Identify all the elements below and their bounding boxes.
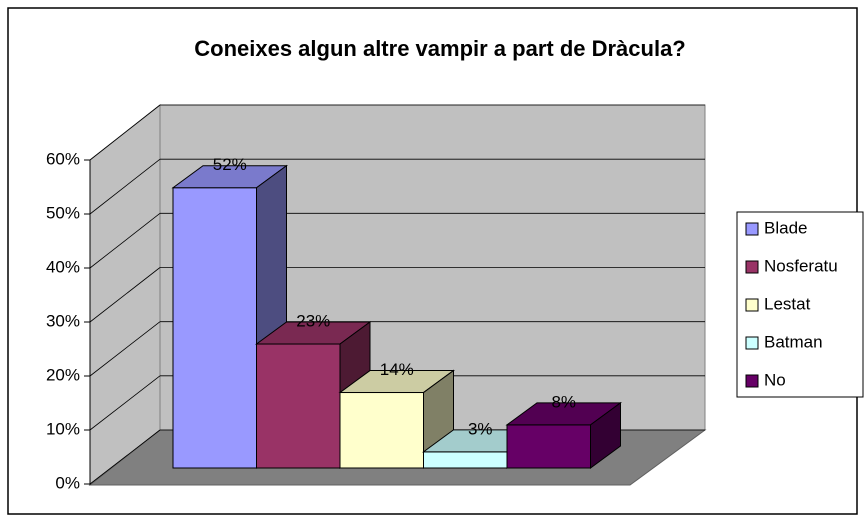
legend-swatch <box>745 222 759 236</box>
legend-label: Lestat <box>764 294 811 313</box>
data-label: 3% <box>468 419 493 438</box>
grid-line <box>89 375 161 431</box>
y-tick-label: 20% <box>46 365 80 384</box>
chart-title: Coneixes algun altre vampir a part de Dr… <box>194 36 686 61</box>
grid-line <box>89 321 161 377</box>
data-label: 14% <box>380 360 414 379</box>
legend-swatch <box>745 260 759 274</box>
bar-front <box>423 451 508 469</box>
legend-label: No <box>764 370 786 389</box>
y-tick-label: 30% <box>46 311 80 330</box>
grid-line <box>89 267 161 323</box>
y-tick-label: 40% <box>46 257 80 276</box>
grid-line <box>89 158 161 215</box>
bar-front <box>256 343 341 469</box>
grid-line <box>89 104 161 161</box>
legend-swatch <box>745 336 759 350</box>
data-label: 52% <box>213 155 247 174</box>
bar-front <box>506 424 591 469</box>
grid-line <box>89 213 161 269</box>
legend-label: Nosferatu <box>764 256 838 275</box>
legend-swatch <box>745 374 759 388</box>
y-tick-label: 50% <box>46 203 80 222</box>
y-tick-label: 0% <box>55 473 80 492</box>
legend-label: Batman <box>764 332 823 351</box>
data-label: 8% <box>551 392 576 411</box>
legend-label: Blade <box>764 218 807 237</box>
data-label: 23% <box>296 312 330 331</box>
bar-front <box>339 392 424 469</box>
bar-side <box>590 401 621 469</box>
y-tick-label: 10% <box>46 419 80 438</box>
grid-line <box>89 429 161 485</box>
legend-swatch <box>745 298 759 312</box>
bar-front <box>172 187 257 469</box>
y-tick-label: 60% <box>46 149 80 168</box>
